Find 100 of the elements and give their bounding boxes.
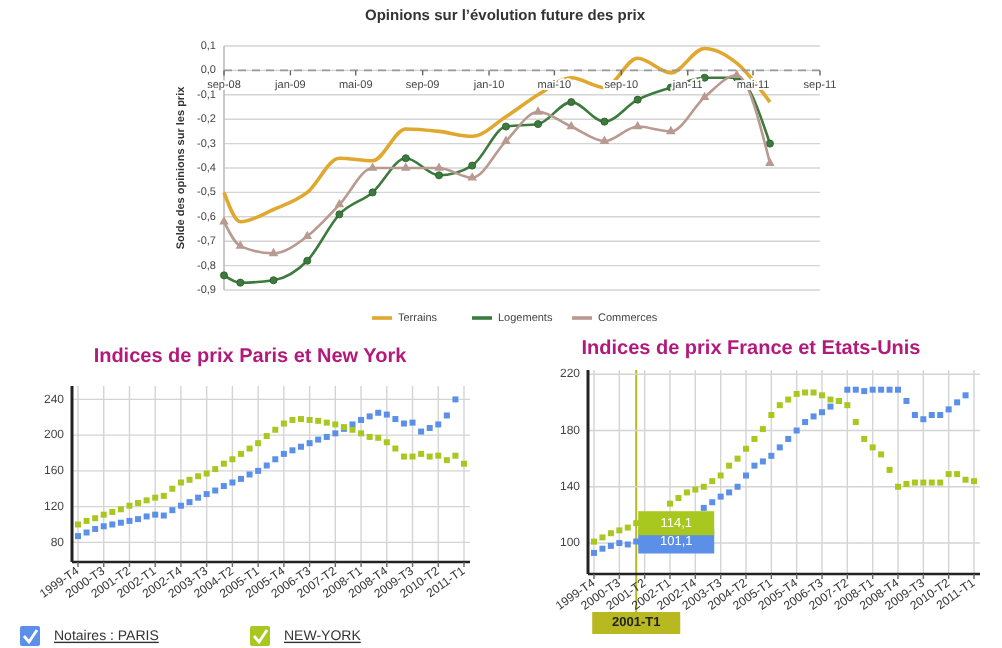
point [819, 409, 825, 416]
point [92, 515, 99, 522]
point [246, 471, 253, 478]
point [633, 95, 642, 104]
point [616, 540, 623, 547]
point [599, 534, 606, 541]
point [435, 452, 442, 459]
point [683, 489, 690, 496]
point [298, 416, 305, 423]
point [100, 523, 107, 530]
point [869, 444, 876, 451]
point [928, 412, 935, 419]
point [844, 386, 851, 393]
point [280, 420, 287, 427]
point [83, 529, 90, 536]
point [367, 162, 378, 171]
point [315, 436, 322, 443]
point [793, 427, 800, 434]
point [203, 470, 210, 477]
point [709, 478, 716, 485]
point [229, 456, 236, 463]
point [272, 426, 279, 433]
point [237, 450, 244, 457]
point [135, 500, 142, 507]
point [334, 199, 345, 208]
point [726, 489, 733, 496]
point [616, 527, 623, 534]
point [280, 450, 287, 457]
point [699, 91, 710, 101]
point [962, 476, 969, 483]
point [607, 530, 614, 537]
point [861, 388, 868, 395]
point [751, 462, 758, 469]
point [802, 389, 809, 396]
point [306, 416, 313, 423]
point [177, 502, 184, 509]
point [332, 430, 339, 437]
point [599, 135, 610, 144]
point [852, 386, 859, 393]
point [607, 542, 614, 549]
point [126, 517, 133, 524]
point [443, 457, 450, 464]
point [255, 467, 262, 474]
point [220, 271, 228, 280]
point [802, 419, 809, 426]
point [269, 276, 278, 285]
point [827, 403, 834, 410]
point [785, 435, 792, 442]
point [212, 487, 219, 494]
point [768, 412, 775, 419]
point [692, 486, 699, 493]
point [954, 471, 961, 478]
point [600, 117, 609, 126]
point [143, 513, 150, 520]
chart-title: Indices de prix Paris et New York [93, 346, 408, 368]
point [143, 497, 150, 504]
point [349, 421, 356, 428]
point [852, 419, 859, 426]
point [759, 426, 766, 433]
point [186, 499, 193, 506]
point [443, 412, 450, 419]
point [409, 419, 416, 426]
point [169, 507, 176, 514]
point [666, 125, 676, 135]
point [117, 506, 124, 513]
point [268, 247, 279, 257]
point [903, 480, 910, 487]
point [768, 452, 775, 459]
point [100, 511, 107, 518]
point [878, 386, 885, 393]
point [468, 161, 477, 170]
point [861, 435, 868, 442]
point [366, 413, 373, 420]
point [869, 386, 876, 393]
point [751, 435, 758, 442]
point [717, 472, 724, 479]
point [135, 516, 142, 523]
point [962, 392, 969, 399]
point [819, 392, 825, 399]
point [426, 453, 433, 460]
point [323, 433, 330, 440]
point [220, 483, 227, 490]
point [302, 230, 313, 240]
point [272, 456, 279, 463]
point [937, 479, 944, 486]
point [289, 416, 296, 423]
point [675, 495, 682, 502]
point [567, 98, 576, 107]
point [409, 453, 416, 460]
point [332, 421, 339, 428]
point [717, 493, 724, 500]
point [195, 473, 202, 480]
point [212, 466, 219, 473]
point [263, 462, 270, 469]
point [383, 439, 390, 446]
point [186, 476, 193, 483]
point [315, 417, 322, 424]
point [375, 434, 382, 441]
point [461, 460, 467, 467]
point [501, 122, 510, 131]
